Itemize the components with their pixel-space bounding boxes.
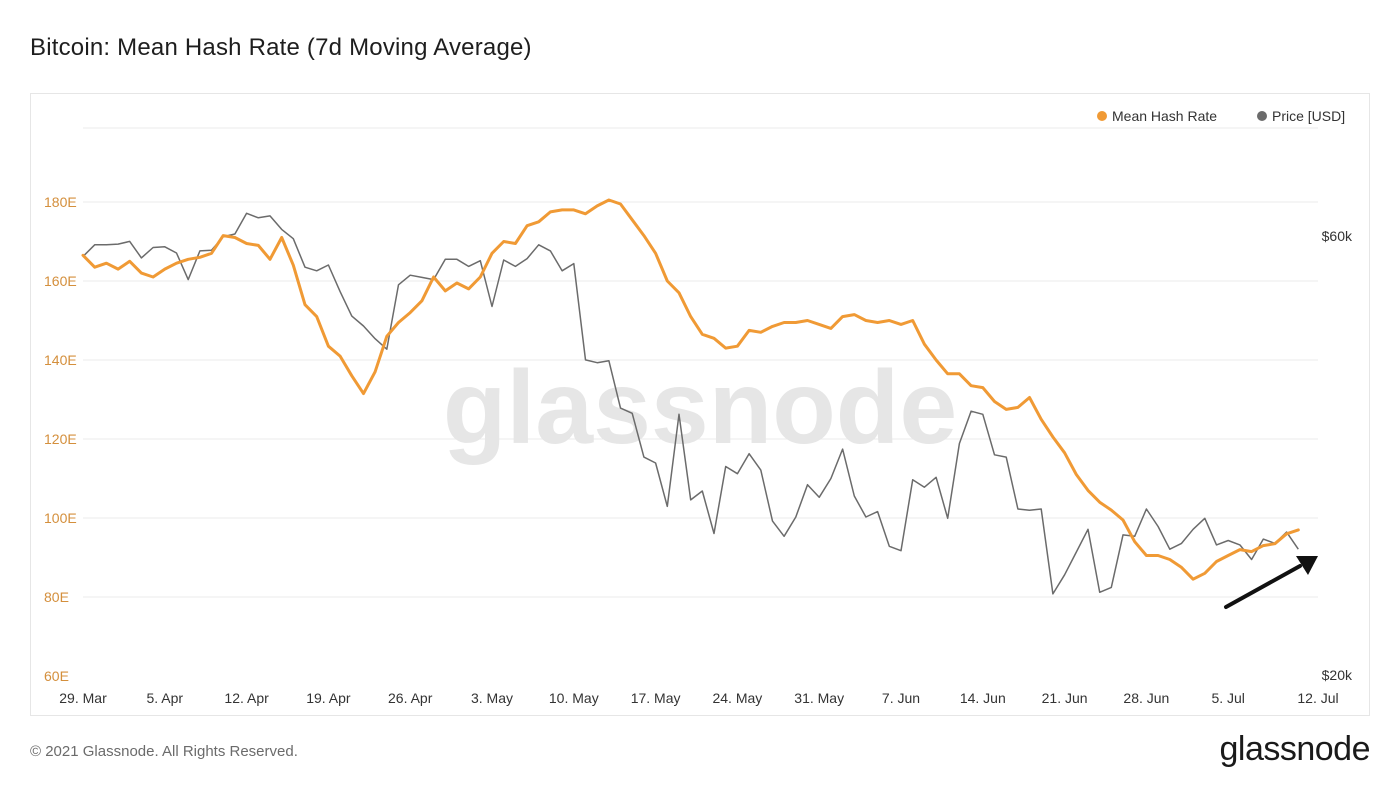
grid-lines (83, 127, 1318, 598)
trend-arrow (1224, 556, 1318, 609)
x-axis-tick-label: 12. Jul (1297, 690, 1338, 706)
chart-frame (30, 93, 1370, 716)
legend-item-price[interactable]: Price [USD] (1257, 108, 1345, 124)
watermark: glassnode (443, 350, 957, 466)
left-axis-tick-label: 100E (44, 510, 77, 526)
x-axis-ticks: 29. Mar 5. Apr 12. Apr 19. Apr 26. Apr 3. May… (59, 690, 1338, 706)
left-axis-tick-label: 120E (44, 431, 77, 447)
legend-dot-hash-rate (1097, 111, 1107, 121)
x-axis-tick-label: 14. Jun (960, 690, 1006, 706)
x-axis-tick-label: 21. Jun (1042, 690, 1088, 706)
hash-rate-series-line (81, 198, 1300, 581)
left-axis-tick-label: 60E (44, 668, 69, 684)
right-axis-tick-label: $20k (1322, 667, 1353, 683)
right-axis-tick-label: $60k (1322, 228, 1353, 244)
price-series-line (82, 212, 1299, 595)
x-axis-tick-label: 26. Apr (388, 690, 433, 706)
left-axis-ticks: 60E 80E 100E 120E 140E 160E 180E (44, 194, 77, 684)
series-lines (81, 198, 1300, 595)
right-axis-ticks: $20k $60k (1322, 228, 1353, 683)
left-axis-tick-label: 80E (44, 589, 69, 605)
x-axis-tick-label: 28. Jun (1123, 690, 1169, 706)
legend-label-hash-rate: Mean Hash Rate (1112, 108, 1217, 124)
x-axis-tick-label: 29. Mar (59, 690, 107, 706)
left-axis-tick-label: 180E (44, 194, 77, 210)
legend-label-price: Price [USD] (1272, 108, 1345, 124)
chart-title: Bitcoin: Mean Hash Rate (7d Moving Avera… (30, 34, 532, 61)
x-axis-tick-label: 10. May (549, 690, 599, 706)
x-axis-tick-label: 5. Apr (147, 690, 184, 706)
brand-logo[interactable]: glassnode (1219, 730, 1370, 768)
x-axis-tick-label: 3. May (471, 690, 513, 706)
x-axis-tick-label: 24. May (712, 690, 762, 706)
legend-item-hash-rate[interactable]: Mean Hash Rate (1097, 108, 1217, 124)
left-axis-tick-label: 160E (44, 273, 77, 289)
x-axis-tick-label: 17. May (631, 690, 681, 706)
x-axis-tick-label: 31. May (794, 690, 844, 706)
copyright-footer: © 2021 Glassnode. All Rights Reserved. (30, 743, 298, 760)
left-axis-tick-label: 140E (44, 352, 77, 368)
legend: Mean Hash Rate Price [USD] (1097, 108, 1345, 124)
x-axis-tick-label: 12. Apr (224, 690, 269, 706)
legend-dot-price (1257, 111, 1267, 121)
x-axis-tick-label: 7. Jun (882, 690, 920, 706)
x-axis-tick-label: 19. Apr (306, 690, 351, 706)
x-axis-tick-label: 5. Jul (1211, 690, 1244, 706)
